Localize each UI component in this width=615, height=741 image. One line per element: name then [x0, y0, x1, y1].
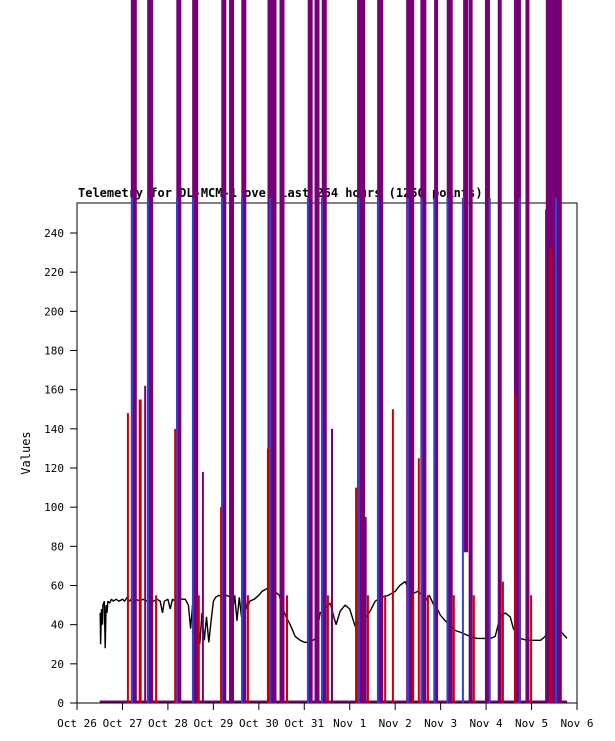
x-axis-ticks: Oct 26 Oct 27 Oct 28 Oct 29 Oct 30 Oct 31 Nov … [57, 703, 594, 730]
x-tick-label: Oct 27 [103, 717, 143, 730]
y-tick-label: 100 [44, 501, 64, 514]
x-tick-label: Nov 3 [424, 717, 457, 730]
x-tick-label: Nov 1 [333, 717, 366, 730]
x-tick-label: Oct 26 [57, 717, 97, 730]
x-tick-label: Oct 30 [239, 717, 279, 730]
x-tick-label: Nov 6 [560, 717, 593, 730]
y-tick-label: 140 [44, 423, 64, 436]
y-tick-label: 120 [44, 462, 64, 475]
purple-spike-series [99, 0, 567, 703]
x-tick-label: Oct 28 [148, 717, 188, 730]
x-tick-label: Oct 31 [284, 717, 324, 730]
x-tick-label: Nov 5 [515, 717, 548, 730]
y-tick-label: 20 [51, 658, 64, 671]
y-axis-label: Values [19, 431, 33, 474]
blue-spike-series [131, 197, 558, 703]
red-spike-series [126, 248, 552, 703]
y-tick-label: 80 [51, 540, 64, 553]
x-tick-label: Oct 29 [193, 717, 233, 730]
black-value-line-series [99, 581, 568, 649]
y-axis-ticks: 0 20 40 60 80 100 120 140 160 180 200 220 240 [44, 227, 77, 710]
x-tick-label: Nov 4 [470, 717, 503, 730]
y-tick-label: 180 [44, 345, 64, 358]
y-tick-label: 240 [44, 227, 64, 240]
y-tick-label: 220 [44, 266, 64, 279]
y-tick-label: 200 [44, 305, 64, 318]
y-tick-label: 0 [57, 697, 64, 710]
x-tick-label: Nov 2 [379, 717, 412, 730]
y-tick-label: 160 [44, 384, 64, 397]
y-tick-label: 40 [51, 619, 64, 632]
y-tick-label: 60 [51, 580, 64, 593]
black-value-line [99, 581, 568, 649]
